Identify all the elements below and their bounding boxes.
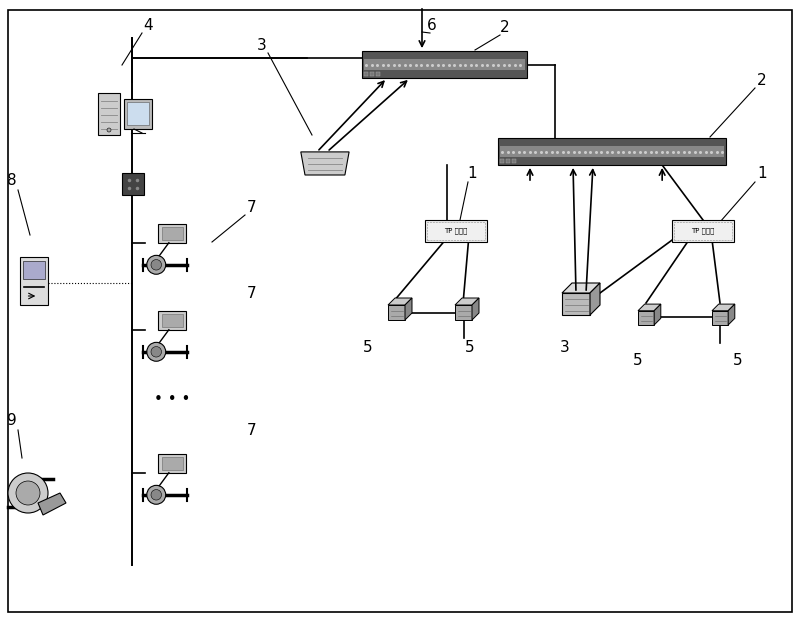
Polygon shape xyxy=(158,454,186,472)
Text: 3: 3 xyxy=(257,38,267,53)
Circle shape xyxy=(147,485,166,504)
Polygon shape xyxy=(124,99,152,129)
Text: 5: 5 xyxy=(363,340,373,355)
Text: TP 控制器: TP 控制器 xyxy=(691,228,714,234)
Text: 3: 3 xyxy=(560,340,570,355)
Text: 1: 1 xyxy=(757,166,767,181)
Polygon shape xyxy=(158,224,186,243)
FancyBboxPatch shape xyxy=(425,220,487,242)
Circle shape xyxy=(8,473,48,513)
Text: 7: 7 xyxy=(247,200,257,215)
Polygon shape xyxy=(301,152,349,175)
Text: 5: 5 xyxy=(633,353,643,368)
Polygon shape xyxy=(500,146,724,157)
Polygon shape xyxy=(38,493,66,515)
Polygon shape xyxy=(638,304,661,311)
FancyBboxPatch shape xyxy=(672,220,734,242)
Polygon shape xyxy=(506,159,510,163)
Text: 2: 2 xyxy=(757,73,767,88)
Polygon shape xyxy=(370,72,374,76)
Polygon shape xyxy=(405,298,412,320)
Circle shape xyxy=(147,255,166,274)
Text: 4: 4 xyxy=(143,18,153,33)
Polygon shape xyxy=(98,93,120,135)
Polygon shape xyxy=(364,72,368,76)
Polygon shape xyxy=(388,305,405,320)
Polygon shape xyxy=(498,138,726,165)
Polygon shape xyxy=(122,173,144,195)
Polygon shape xyxy=(364,59,525,70)
Text: 8: 8 xyxy=(7,173,17,188)
Text: 1: 1 xyxy=(467,166,477,181)
Polygon shape xyxy=(590,283,600,315)
Polygon shape xyxy=(162,457,182,469)
Text: TP 控制器: TP 控制器 xyxy=(444,228,468,234)
Circle shape xyxy=(147,342,166,361)
Text: 6: 6 xyxy=(427,18,437,33)
Text: • • •: • • • xyxy=(154,392,190,407)
Circle shape xyxy=(16,481,40,505)
Polygon shape xyxy=(712,304,735,311)
Polygon shape xyxy=(362,51,527,78)
Polygon shape xyxy=(512,159,516,163)
Polygon shape xyxy=(500,159,504,163)
Text: 5: 5 xyxy=(733,353,743,368)
Polygon shape xyxy=(654,304,661,325)
Polygon shape xyxy=(23,261,45,279)
Text: 5: 5 xyxy=(465,340,475,355)
Polygon shape xyxy=(376,72,380,76)
Circle shape xyxy=(151,260,162,270)
Text: 7: 7 xyxy=(247,286,257,301)
Circle shape xyxy=(151,490,162,500)
Circle shape xyxy=(151,347,162,357)
Text: 9: 9 xyxy=(7,413,17,428)
Polygon shape xyxy=(712,311,728,325)
Polygon shape xyxy=(127,102,149,125)
Polygon shape xyxy=(388,298,412,305)
Polygon shape xyxy=(638,311,654,325)
Polygon shape xyxy=(162,227,182,239)
Polygon shape xyxy=(455,305,472,320)
Polygon shape xyxy=(162,314,182,327)
Polygon shape xyxy=(20,257,48,305)
Polygon shape xyxy=(455,298,479,305)
Polygon shape xyxy=(158,311,186,330)
Text: 7: 7 xyxy=(247,423,257,438)
Text: 2: 2 xyxy=(500,20,510,35)
Polygon shape xyxy=(562,293,590,315)
Polygon shape xyxy=(472,298,479,320)
Polygon shape xyxy=(562,283,600,293)
Circle shape xyxy=(107,128,111,132)
Polygon shape xyxy=(728,304,735,325)
